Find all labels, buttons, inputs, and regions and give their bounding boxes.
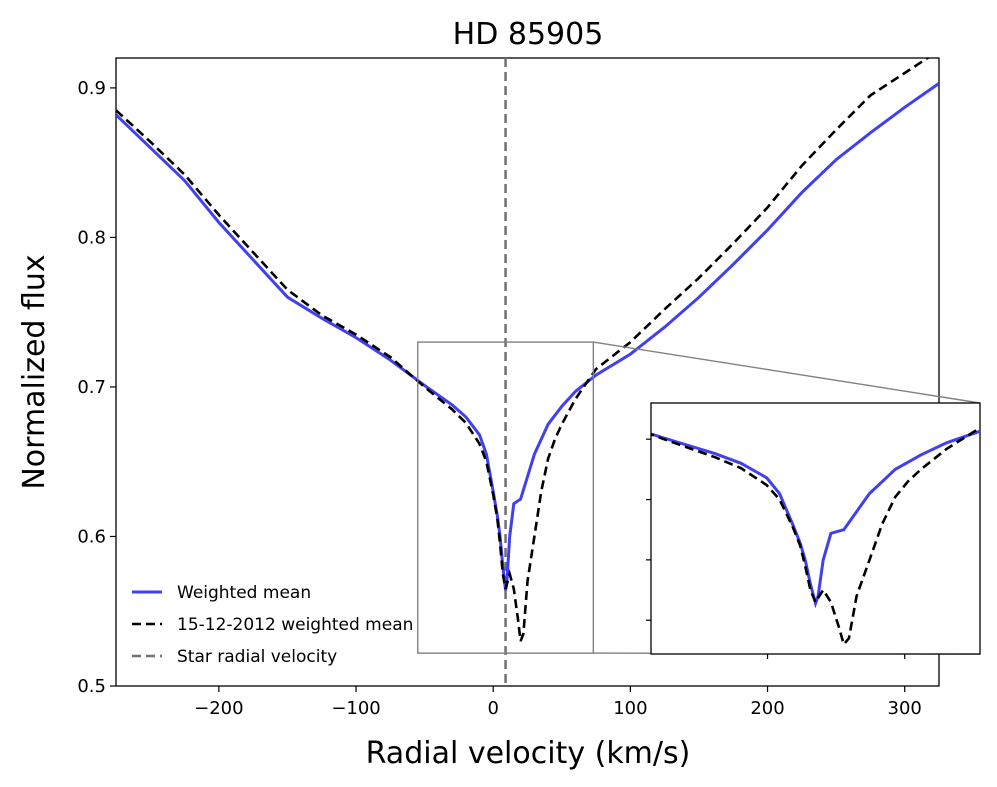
x-tick-label: −200 <box>194 698 243 719</box>
x-axis-ticks: −200 −100 0 100 200 300 <box>194 686 922 719</box>
zoom-region-rect <box>417 341 595 654</box>
y-tick-label: 0.9 <box>77 78 106 99</box>
x-axis-label: Radial velocity (km/s) <box>366 736 691 771</box>
inset-15-12-2012-line <box>651 426 980 647</box>
15-12-2012-weighted-mean-series-line <box>116 58 930 642</box>
inset-ticks <box>646 438 906 659</box>
y-axis-label: Normalized flux <box>17 254 52 489</box>
legend-label-15-12-2012: 15-12-2012 weighted mean <box>177 615 413 635</box>
chart-title: HD 85905 <box>453 17 604 52</box>
y-tick-label: 0.8 <box>77 227 106 248</box>
y-tick-label: 0.6 <box>77 526 106 547</box>
main-plot-area <box>116 58 939 686</box>
legend: Weighted mean 15-12-2012 weighted mean S… <box>132 583 413 667</box>
x-tick-label: 300 <box>888 698 922 719</box>
inset-axes-frame <box>650 402 981 655</box>
inset-plot-area <box>651 426 980 647</box>
y-tick-label: 0.7 <box>77 377 106 398</box>
x-tick-label: 200 <box>750 698 784 719</box>
y-tick-label: 0.5 <box>77 676 106 697</box>
zoom-connector-top <box>593 341 981 404</box>
x-tick-label: 0 <box>487 698 498 719</box>
legend-label-weighted-mean: Weighted mean <box>177 583 311 603</box>
y-axis-ticks: 0.5 0.6 0.7 0.8 0.9 <box>77 78 116 697</box>
x-tick-label: −100 <box>331 698 380 719</box>
x-tick-label: 100 <box>613 698 647 719</box>
legend-label-star-rv: Star radial velocity <box>177 647 337 667</box>
